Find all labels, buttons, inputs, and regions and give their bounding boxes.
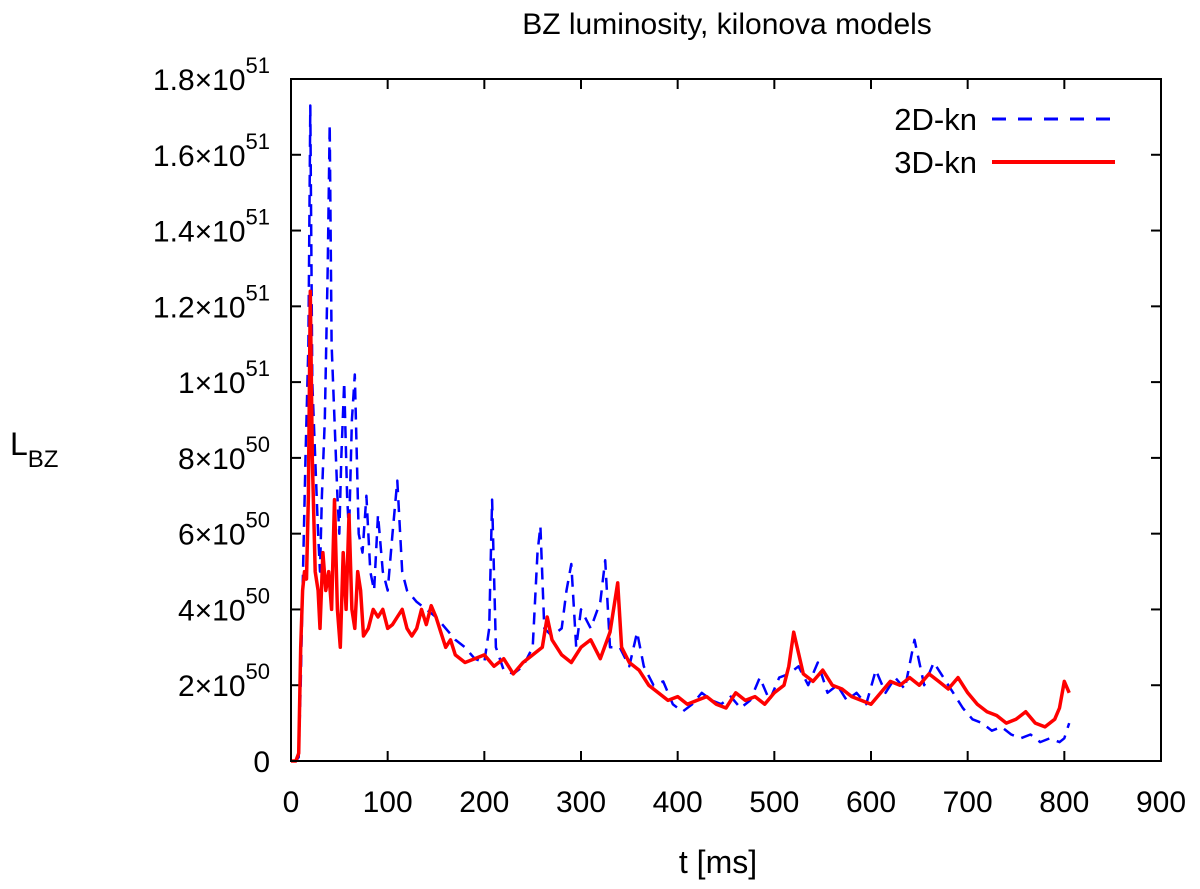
series-line-a bbox=[291, 104, 1071, 763]
x-tick-label: 700 bbox=[943, 786, 993, 819]
series-layer bbox=[291, 104, 1071, 763]
y-axis-label-main: L bbox=[10, 426, 28, 462]
x-axis-ticks: 0 100 200 300 400 500 600 700 800 900 bbox=[283, 79, 1186, 819]
x-tick-label: 400 bbox=[653, 786, 703, 819]
y-tick-label: 1.4×1051 bbox=[153, 205, 270, 249]
svg-text:LBZ: LBZ bbox=[10, 426, 58, 473]
y-tick-label: 1×1051 bbox=[178, 356, 270, 400]
series-line-b bbox=[291, 289, 1071, 763]
y-tick-label: 1.6×1051 bbox=[153, 129, 270, 173]
x-tick-label: 300 bbox=[556, 786, 606, 819]
x-axis-label: t [ms] bbox=[679, 844, 757, 880]
y-tick-label: 2×1050 bbox=[178, 659, 270, 703]
x-tick-label: 0 bbox=[283, 786, 300, 819]
x-tick-label: 100 bbox=[363, 786, 413, 819]
legend-label: 2D-kn bbox=[894, 102, 977, 137]
y-axis-label-subscript: BZ bbox=[28, 446, 59, 473]
y-tick-label: 6×1050 bbox=[178, 508, 270, 552]
plot-frame bbox=[290, 78, 1162, 762]
y-axis-ticks: 0 2×1050 4×1050 6×1050 8×1050 1×1051 1.2×1051 1… bbox=[153, 53, 1161, 779]
y-tick-label: 0 bbox=[253, 746, 270, 779]
y-axis-label: LBZ bbox=[10, 426, 58, 473]
x-tick-label: 600 bbox=[846, 786, 896, 819]
y-tick-label: 4×1050 bbox=[178, 583, 270, 627]
x-tick-label: 800 bbox=[1039, 786, 1089, 819]
y-tick-label: 1.8×1051 bbox=[153, 53, 270, 97]
chart-title: BZ luminosity, kilonova models bbox=[522, 8, 932, 41]
x-tick-label: 200 bbox=[459, 786, 509, 819]
x-tick-label: 500 bbox=[749, 786, 799, 819]
y-tick-label: 1.2×1051 bbox=[153, 280, 270, 324]
x-tick-label: 900 bbox=[1136, 786, 1186, 819]
legend-label: 3D-kn bbox=[894, 145, 977, 180]
legend: 2D-kn 3D-kn bbox=[894, 102, 1115, 180]
y-tick-label: 8×1050 bbox=[178, 432, 270, 476]
